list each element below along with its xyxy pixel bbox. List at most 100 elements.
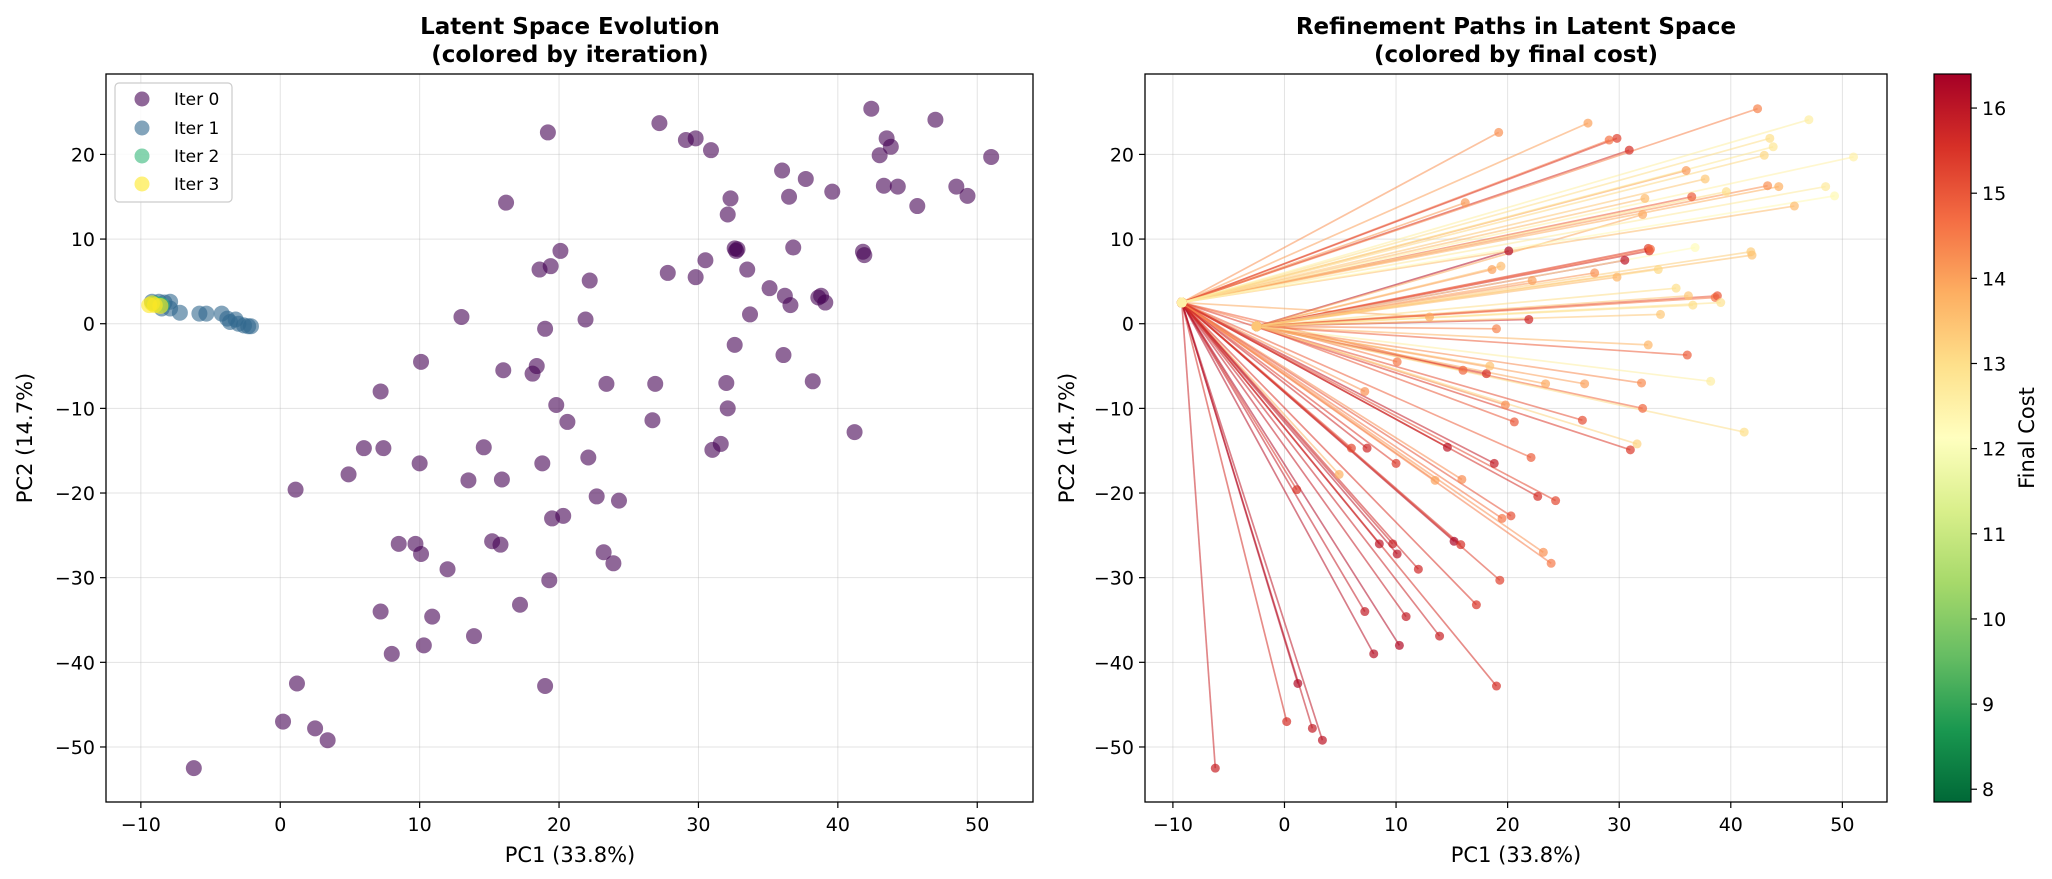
scatter-point-iter-0	[355, 440, 372, 457]
scatter-point-iter-0	[512, 596, 529, 613]
scatter-point-iter-0	[340, 466, 357, 483]
path-start-point	[1638, 210, 1648, 220]
scatter-point-iter-0	[817, 294, 834, 311]
legend-label-iter-1: Iter 1	[174, 119, 219, 139]
refinement-path-line	[1256, 325, 1745, 433]
path-start-point	[1442, 442, 1452, 452]
scatter-point-iter-0	[375, 440, 392, 457]
path-start-point	[1362, 443, 1372, 453]
colorbar-tick-label: 10	[1982, 609, 2006, 631]
path-start-point	[1210, 763, 1220, 773]
x-tick-label: 50	[965, 814, 989, 836]
x-tick-label: 20	[547, 814, 571, 836]
refinement-path-line	[1181, 301, 1512, 517]
scatter-point-iter-0	[659, 264, 676, 281]
path-start-point	[1712, 291, 1722, 301]
path-start-point	[1392, 549, 1402, 559]
path-start-point	[1706, 376, 1716, 386]
scatter-point-iter-0	[541, 572, 558, 589]
y-tick-label: −40	[1094, 652, 1134, 674]
path-start-point	[1763, 181, 1773, 191]
colorbar-tick-label: 11	[1982, 524, 2006, 546]
path-start-point	[1580, 379, 1590, 389]
scatter-point-iter-0	[824, 183, 841, 200]
chart-subtitle: (colored by final cost)	[1374, 42, 1658, 68]
path-start-point	[1759, 150, 1769, 160]
scatter-point-iter-0	[909, 198, 926, 215]
path-start-point	[1533, 491, 1543, 501]
scatter-point-iter-1	[198, 305, 215, 322]
path-start-point	[1487, 265, 1497, 275]
scatter-point-iter-0	[411, 455, 428, 472]
refinement-path-line	[1181, 301, 1420, 570]
scatter-point-iter-0	[493, 471, 510, 488]
path-start-point	[1655, 309, 1665, 319]
refinement-path-line	[1181, 137, 1618, 304]
scatter-point-iter-0	[275, 713, 292, 730]
y-tick-label: 20	[1110, 144, 1134, 166]
legend-box	[114, 82, 233, 203]
refinement-path-line	[1181, 118, 1810, 304]
path-start-point	[1401, 612, 1411, 622]
path-start-point	[1527, 276, 1537, 286]
scatter-point-iter-0	[466, 628, 483, 645]
refinement-path-endpoints	[1176, 104, 1859, 773]
refinement-path-line	[1256, 325, 1642, 384]
path-start-point	[1317, 735, 1327, 745]
path-start-point	[1481, 369, 1491, 379]
path-start-point	[1307, 723, 1317, 733]
scatter-point-iter-0	[651, 115, 668, 132]
legend-label-iter-2: Iter 2	[174, 147, 219, 167]
scatter-point-iter-0	[577, 311, 594, 328]
y-tick-label: −50	[1094, 737, 1134, 759]
path-start-point	[1282, 717, 1292, 727]
path-start-point	[1687, 192, 1697, 202]
scatter-point-iter-0	[687, 269, 704, 286]
scatter-point-iter-0	[439, 561, 456, 578]
scatter-point-iter-0	[742, 306, 759, 323]
path-start-point	[1683, 291, 1693, 301]
scatter-point-iter-0	[647, 375, 664, 392]
scatter-point-iter-0	[610, 492, 627, 509]
path-start-point	[1753, 104, 1763, 114]
refinement-path-line	[1180, 302, 1217, 769]
colorbar-gradient	[1933, 73, 1972, 803]
legend-marker-iter-1	[134, 120, 150, 136]
refinement-path-line	[1256, 325, 1497, 330]
y-tick-label: −30	[1094, 568, 1134, 590]
x-axis-label: PC1 (33.8%)	[1451, 843, 1581, 867]
path-start-point	[1504, 246, 1514, 256]
refinement-path-line	[1181, 301, 1552, 564]
scatter-point-iter-0	[580, 449, 597, 466]
path-start-point	[1391, 458, 1401, 468]
scatter-point-iter-0	[726, 336, 743, 353]
path-start-point	[1830, 191, 1840, 201]
scatter-point-iter-0	[581, 272, 598, 289]
refinement-path-line	[1181, 301, 1368, 449]
path-start-point	[1765, 133, 1775, 143]
scatter-point-iter-0	[983, 148, 1000, 165]
refinement-path-line	[1181, 178, 1706, 304]
x-tick-label: 30	[1607, 814, 1631, 836]
path-start-point	[1496, 261, 1506, 271]
scatter-point-iter-0	[372, 603, 389, 620]
legend-marker-iter-3	[134, 176, 150, 192]
path-start-point	[1604, 135, 1614, 145]
scatter-point-iter-1	[171, 304, 188, 321]
scatter-point-iter-0	[413, 545, 430, 562]
refinement-path-line	[1181, 302, 1407, 618]
y-tick-label: −20	[1094, 483, 1134, 505]
scatter-points	[141, 100, 1000, 777]
colorbar: 8 9 10 11 12 13 14 15 16 Final Cost	[1933, 73, 2039, 803]
grid-lines	[106, 74, 1033, 802]
scatter-point-iter-0	[775, 347, 792, 364]
colorbar-tick-label: 9	[1982, 694, 1994, 716]
path-start-point	[1435, 631, 1445, 641]
path-start-point	[1682, 350, 1692, 360]
scatter-point-iter-0	[595, 544, 612, 561]
refinement-path-line	[1256, 254, 1753, 328]
scatter-point-iter-0	[319, 732, 336, 749]
refinement-path-line	[1181, 154, 1765, 304]
path-start-point	[1804, 115, 1814, 125]
path-end-point	[1251, 321, 1262, 332]
